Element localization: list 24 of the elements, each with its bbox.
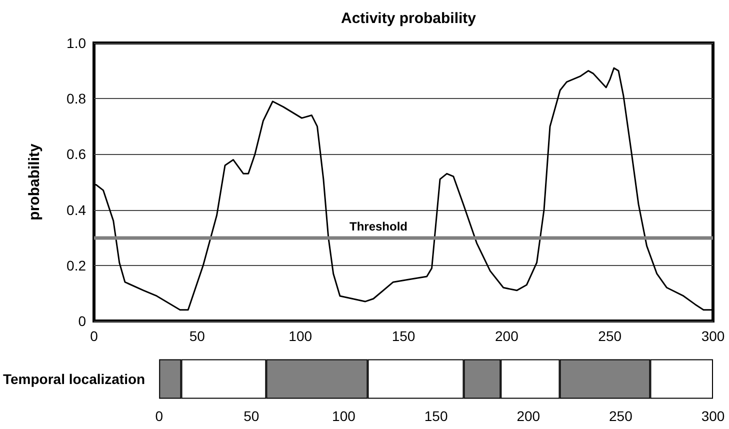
y-axis-title: probability — [26, 143, 43, 220]
y-tick-label: 0.4 — [66, 202, 86, 218]
ref-line-label: Threshold — [349, 220, 408, 234]
y-tick-label: 0.8 — [66, 90, 86, 107]
x-tick-label: 200 — [516, 408, 540, 424]
y-axis-title: Temporal localization — [2, 371, 146, 387]
x-tick-label: 100 — [332, 408, 356, 424]
y-tick-label: 1.0 — [66, 35, 86, 51]
x-tick-label: 50 — [244, 408, 260, 424]
x-tick-label: 300 — [701, 328, 725, 344]
x-tick-label: 300 — [701, 408, 725, 424]
x-tick-label: 150 — [392, 328, 416, 344]
x-tick-label: 0 — [90, 328, 98, 344]
x-tick-label: 200 — [494, 328, 519, 344]
x-tick-label: 250 — [598, 328, 622, 344]
x-tick-label: 100 — [288, 328, 312, 344]
x-tick-label: 150 — [424, 408, 448, 424]
y-tick-label: 0 — [78, 313, 86, 329]
x-tick-label: 250 — [609, 408, 633, 424]
y-tick-label: 0.2 — [66, 257, 86, 274]
x-tick-label: 0 — [155, 408, 164, 424]
x-tick-label: 50 — [189, 328, 206, 344]
chart-title: Activity probability — [340, 10, 477, 27]
y-tick-label: 0.6 — [66, 146, 86, 162]
